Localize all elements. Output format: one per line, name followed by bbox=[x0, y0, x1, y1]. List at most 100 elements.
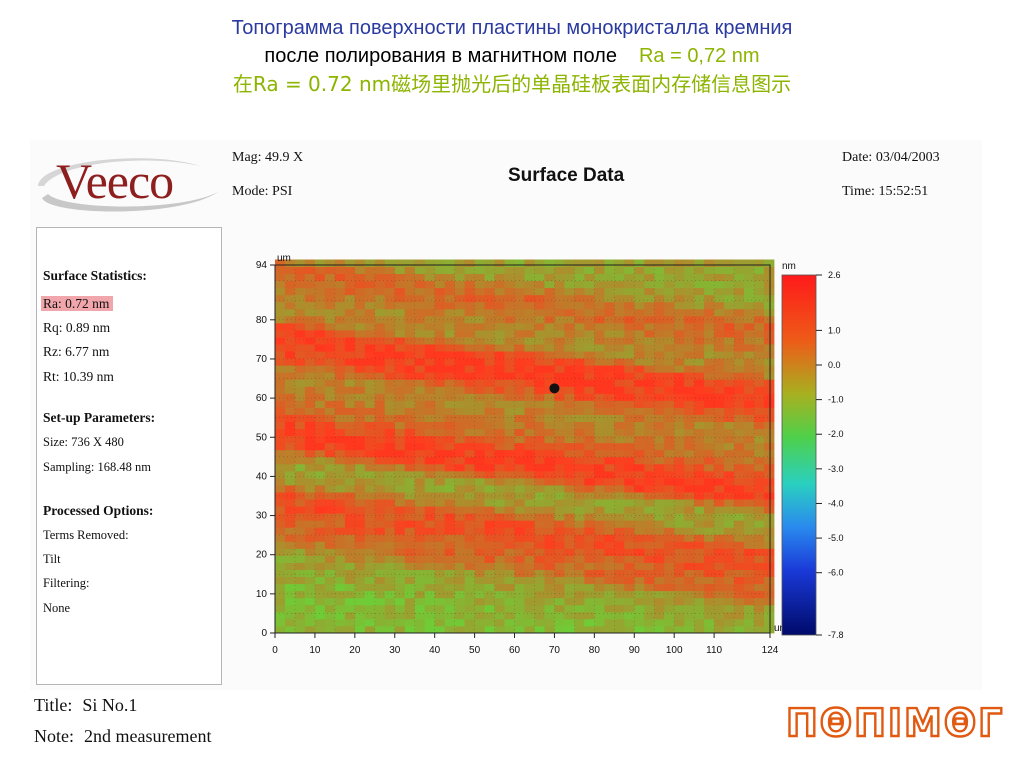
heatmap-cell bbox=[614, 400, 625, 408]
x-tick-label: 70 bbox=[549, 645, 561, 656]
heatmap-cell bbox=[494, 625, 505, 634]
heatmap-cell bbox=[384, 386, 396, 394]
heatmap-cell bbox=[444, 485, 456, 493]
heatmap-cell bbox=[744, 541, 755, 549]
heatmap-cell bbox=[644, 365, 655, 373]
heatmap-cell bbox=[574, 266, 585, 275]
heatmap-cell bbox=[384, 604, 396, 613]
heatmap-cell bbox=[334, 534, 346, 542]
heatmap-cell bbox=[744, 456, 755, 465]
heatmap-cell bbox=[704, 351, 715, 359]
heatmap-cell bbox=[764, 315, 775, 324]
heatmap-cell bbox=[684, 597, 695, 606]
heatmap-cell bbox=[694, 414, 705, 422]
heatmap-cell bbox=[694, 442, 705, 451]
heatmap-cell bbox=[764, 365, 775, 373]
heatmap-cell bbox=[714, 435, 725, 444]
heatmap-cell bbox=[534, 470, 545, 479]
heatmap-cell bbox=[474, 358, 485, 366]
heatmap-cell bbox=[504, 414, 515, 422]
heatmap-cell bbox=[634, 583, 645, 592]
heatmap-cell bbox=[544, 485, 555, 493]
heatmap-cell bbox=[354, 604, 366, 613]
heatmap-cell bbox=[694, 477, 705, 486]
heatmap-cell bbox=[574, 259, 585, 267]
heatmap-cell bbox=[464, 344, 475, 352]
heatmap-cell bbox=[314, 421, 326, 430]
heatmap-cell bbox=[454, 499, 466, 507]
heatmap-cell bbox=[594, 407, 605, 415]
heatmap-cell bbox=[294, 393, 306, 401]
heatmap-cell bbox=[694, 569, 705, 578]
heatmap-cell bbox=[424, 492, 436, 500]
heatmap-cell bbox=[684, 527, 695, 535]
heatmap-cell bbox=[414, 625, 426, 634]
heatmap-cell bbox=[304, 273, 316, 282]
heatmap-cell bbox=[754, 442, 765, 451]
heatmap-cell bbox=[304, 456, 316, 465]
heatmap-cell bbox=[334, 266, 346, 275]
heatmap-cell bbox=[454, 449, 466, 458]
heatmap-cell bbox=[734, 358, 745, 366]
heatmap-cell bbox=[344, 365, 356, 373]
heatmap-cell bbox=[544, 499, 555, 507]
heatmap-cell bbox=[374, 576, 386, 585]
heatmap-cell bbox=[294, 506, 306, 514]
heatmap-cell bbox=[344, 506, 356, 514]
heatmap-cell bbox=[364, 351, 376, 359]
heatmap-cell bbox=[284, 393, 296, 401]
heatmap-cell bbox=[275, 534, 286, 542]
heatmap-cell bbox=[754, 534, 765, 542]
heatmap-cell bbox=[654, 541, 665, 549]
heatmap-cell bbox=[534, 372, 545, 380]
heatmap-cell bbox=[275, 442, 286, 451]
heatmap-cell bbox=[684, 400, 695, 408]
heatmap-cell bbox=[354, 541, 366, 549]
heatmap-cell bbox=[324, 322, 336, 331]
heatmap-cell bbox=[664, 280, 675, 289]
heatmap-cell bbox=[644, 372, 655, 380]
heatmap-cell bbox=[634, 294, 645, 303]
heatmap-cell bbox=[294, 597, 306, 606]
heatmap-cell bbox=[544, 527, 555, 535]
heatmap-cell bbox=[344, 315, 356, 324]
heatmap-cell bbox=[704, 400, 715, 408]
heatmap-cell bbox=[275, 611, 286, 620]
heatmap-cell bbox=[544, 520, 555, 528]
heatmap-cell bbox=[734, 365, 745, 373]
heatmap-cell bbox=[284, 414, 296, 422]
heatmap-cell bbox=[604, 499, 615, 507]
heatmap-cell bbox=[444, 273, 456, 282]
heatmap-cell bbox=[494, 344, 505, 352]
heatmap-cell bbox=[754, 485, 765, 493]
heatmap-cell bbox=[294, 365, 306, 373]
heatmap-cell bbox=[724, 527, 735, 535]
heatmap-cell bbox=[414, 583, 426, 592]
heatmap-cell bbox=[594, 322, 605, 331]
heatmap-cell bbox=[364, 358, 376, 366]
heatmap-cell bbox=[334, 463, 346, 472]
heatmap-cell bbox=[394, 294, 406, 303]
heatmap-cell bbox=[275, 344, 286, 352]
heatmap-cell bbox=[564, 273, 575, 282]
heatmap-cell bbox=[594, 492, 605, 500]
heatmap-cell bbox=[624, 499, 635, 507]
heatmap-cell bbox=[334, 344, 346, 352]
heatmap-cell bbox=[674, 485, 685, 493]
heatmap-cell bbox=[324, 379, 336, 387]
heatmap-cell bbox=[424, 604, 436, 613]
heatmap-cell bbox=[494, 534, 505, 542]
heatmap-cell bbox=[354, 379, 366, 387]
heatmap-cell bbox=[414, 520, 426, 528]
footer-note: Note: 2nd measurement bbox=[34, 726, 211, 747]
heatmap-cell bbox=[764, 344, 775, 352]
heatmap-cell bbox=[614, 428, 625, 437]
heatmap-cell bbox=[534, 344, 545, 352]
heatmap-cell bbox=[284, 344, 296, 352]
heatmap-cell bbox=[734, 294, 745, 303]
heatmap-cell bbox=[714, 400, 725, 408]
heatmap-cell bbox=[574, 470, 585, 479]
heatmap-cell bbox=[664, 287, 675, 296]
heatmap-cell bbox=[534, 322, 545, 331]
heatmap-cell bbox=[394, 266, 406, 275]
